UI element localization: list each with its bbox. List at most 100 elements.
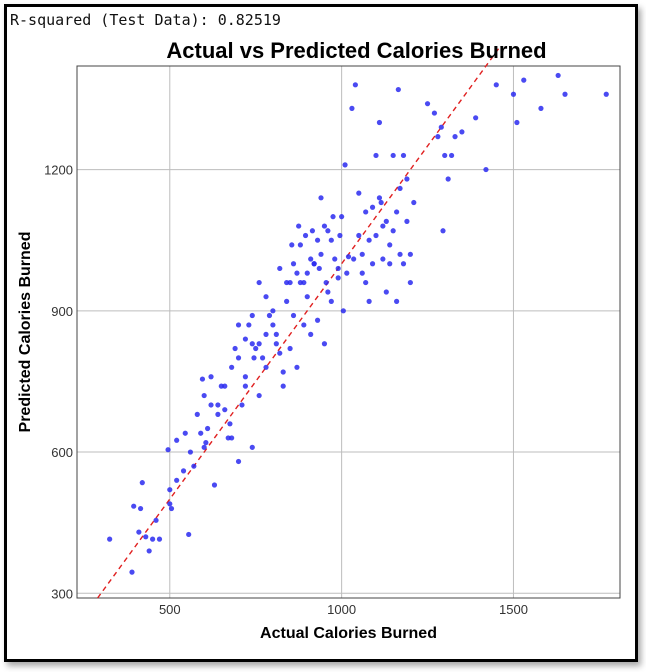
- data-point: [514, 119, 520, 126]
- data-point: [366, 298, 372, 304]
- data-point: [153, 517, 159, 523]
- data-point: [373, 152, 379, 159]
- data-point: [222, 407, 228, 413]
- data-point: [235, 322, 242, 328]
- data-point: [359, 251, 365, 257]
- data-point: [340, 308, 346, 314]
- data-point: [314, 237, 321, 243]
- data-point: [294, 270, 300, 276]
- data-point: [253, 345, 259, 352]
- data-point: [452, 134, 458, 140]
- data-point: [215, 411, 221, 417]
- data-point: [211, 482, 218, 488]
- data-point: [308, 256, 314, 262]
- data-point: [239, 402, 245, 408]
- data-point: [380, 223, 386, 229]
- data-point: [235, 355, 242, 361]
- data-point: [380, 256, 386, 262]
- data-point: [397, 185, 403, 192]
- data-point: [337, 232, 343, 239]
- grid-lines: [77, 66, 620, 598]
- data-point: [187, 449, 194, 455]
- data-point: [390, 228, 396, 234]
- y-tick-label: 900: [51, 304, 73, 319]
- data-point: [395, 86, 401, 93]
- data-point: [235, 458, 242, 465]
- data-point: [363, 279, 369, 286]
- data-point: [603, 91, 609, 97]
- data-point: [483, 166, 489, 173]
- data-point: [407, 279, 413, 286]
- data-point: [339, 214, 345, 220]
- y-axis-label: Predicted Calories Burned: [17, 232, 34, 433]
- data-point: [304, 270, 310, 276]
- data-point: [222, 383, 228, 389]
- data-point: [328, 237, 334, 243]
- data-point: [150, 536, 156, 542]
- data-point: [366, 237, 372, 243]
- data-point: [356, 232, 362, 239]
- data-point: [376, 195, 383, 201]
- data-point: [249, 444, 255, 450]
- data-point: [294, 364, 300, 370]
- data-point: [156, 536, 163, 542]
- data-point: [369, 261, 376, 267]
- data-point: [407, 251, 413, 257]
- data-point: [325, 289, 331, 295]
- data-point: [359, 270, 365, 276]
- x-tick-label: 1000: [327, 602, 356, 617]
- data-point: [321, 223, 328, 229]
- data-point: [562, 91, 568, 97]
- data-point: [256, 392, 262, 399]
- data-point: [383, 218, 389, 224]
- data-point: [321, 341, 328, 347]
- r-squared-readout: R-squared (Test Data): 0.82519: [10, 11, 281, 29]
- data-point: [284, 279, 290, 286]
- data-point: [440, 228, 446, 234]
- data-point: [280, 369, 286, 375]
- data-point: [332, 256, 338, 262]
- y-tick-labels: 300 600 900 1200: [44, 163, 73, 602]
- chart-title: Actual vs Predicted Calories Burned: [166, 38, 546, 63]
- data-point: [131, 503, 137, 509]
- data-point: [449, 152, 455, 159]
- data-point: [191, 463, 197, 469]
- data-point: [328, 298, 334, 304]
- data-point: [263, 294, 269, 300]
- data-point: [369, 204, 376, 210]
- data-point: [378, 199, 384, 206]
- data-point: [198, 430, 204, 436]
- data-point: [167, 501, 173, 507]
- data-point: [376, 119, 383, 126]
- data-point: [270, 322, 276, 328]
- data-point: [510, 91, 517, 97]
- data-point: [404, 176, 410, 182]
- data-point: [107, 536, 113, 542]
- figure-frame: [4, 4, 638, 662]
- data-point: [227, 421, 233, 427]
- data-point: [335, 275, 341, 281]
- data-point: [249, 341, 255, 347]
- data-point: [256, 341, 262, 347]
- data-point: [435, 134, 441, 140]
- data-point: [356, 190, 362, 196]
- data-point: [309, 228, 316, 234]
- data-point: [314, 317, 321, 323]
- data-point: [555, 72, 561, 79]
- data-point: [352, 82, 358, 88]
- data-point: [400, 261, 407, 267]
- data-point: [289, 242, 295, 248]
- data-point: [363, 209, 369, 215]
- data-point: [373, 232, 379, 239]
- data-point: [297, 242, 303, 248]
- data-point: [390, 152, 396, 159]
- data-point: [277, 350, 283, 356]
- data-point: [143, 534, 149, 540]
- data-point: [246, 322, 252, 328]
- data-point: [301, 279, 307, 286]
- data-point: [387, 242, 393, 248]
- data-point: [325, 228, 331, 234]
- data-point: [165, 447, 171, 453]
- data-point: [284, 298, 290, 304]
- data-point: [308, 331, 314, 337]
